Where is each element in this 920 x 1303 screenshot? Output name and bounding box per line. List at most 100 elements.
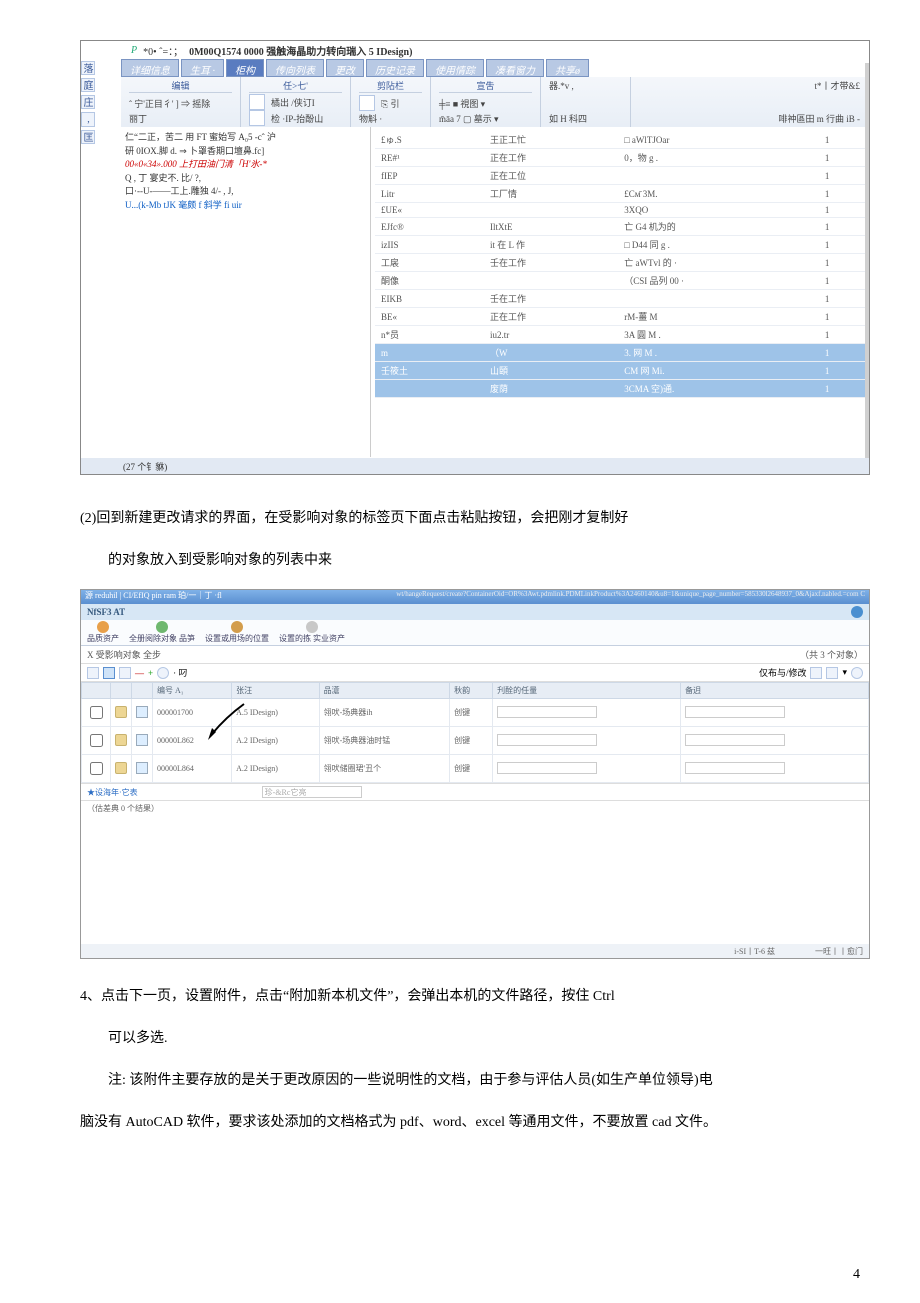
row-checkbox[interactable]	[90, 706, 103, 719]
ribbon-row[interactable]: 器.*v ,	[549, 79, 574, 92]
row-checkbox[interactable]	[90, 762, 103, 775]
column-header[interactable]	[111, 683, 132, 699]
footer-right[interactable]: 一旺丨丨愈门	[815, 946, 863, 957]
grid-row[interactable]: n*员iu2.tr3A 圓 M .1	[375, 326, 865, 344]
side-tab[interactable]: 庄	[81, 95, 95, 109]
grid-cell: 1	[819, 344, 865, 362]
footer-left[interactable]: i-SI丨T-6 兹	[734, 946, 775, 957]
ribbon-row[interactable]: ⎘ 引	[381, 97, 399, 110]
ribbon-row[interactable]: m̄āa 7 ▢ 墓示 ▾	[439, 112, 499, 125]
cell-input[interactable]	[685, 734, 785, 746]
tree-line[interactable]: U...(k-Mb tJK 毫颇 f 斜学 fi uir	[125, 199, 366, 213]
grid-row[interactable]: EJfc®IltXtE亡 G4 机为的1	[375, 218, 865, 236]
table-row[interactable]: 00000L862A.2 IDesign)翎吠-场典器油时锰创键	[82, 727, 869, 755]
plus-icon[interactable]: +	[148, 668, 153, 678]
grid-row[interactable]: BE«正在工作rM-薑 M1	[375, 308, 865, 326]
toolbar-btn[interactable]: 品质资产	[87, 621, 119, 644]
column-header[interactable]: 秋韵	[450, 683, 493, 699]
ribbon-row[interactable]: 如 H 科四	[549, 112, 587, 125]
sort-icon[interactable]	[826, 667, 838, 679]
gear-icon[interactable]	[851, 667, 863, 679]
ribbon-row[interactable]: ╪≡ ■ 視图 ▾	[439, 97, 485, 110]
grid-cell: 1	[819, 308, 865, 326]
grid-row[interactable]: fIEP正在工位1	[375, 167, 865, 185]
grid-row[interactable]: RE#¹正在工作0，物 g .1	[375, 149, 865, 167]
grid-cell: m	[375, 344, 484, 362]
search-icon[interactable]	[157, 667, 169, 679]
grid-row[interactable]: 壬筱土山頣CM 网 Mi.1	[375, 362, 865, 380]
dropdown-icon[interactable]: ▾	[842, 667, 847, 678]
side-tab[interactable]: ,	[81, 112, 95, 127]
tab[interactable]: 传向列表	[266, 59, 324, 77]
side-tab[interactable]: 匡	[81, 130, 95, 144]
minus-icon[interactable]: —	[135, 668, 144, 678]
column-header[interactable]: 张汪	[232, 683, 320, 699]
tree-line[interactable]: 仁“二正，苦二 用 FT 蜜始写 A₀5 -cˆ 沪	[125, 131, 366, 145]
table-cell	[82, 727, 111, 755]
cell-input[interactable]	[685, 706, 785, 718]
grid-row[interactable]: Litr工厂情£Cм̄ 3M.1	[375, 185, 865, 203]
grid-row[interactable]: 废荫3CMA 空)通.1	[375, 380, 865, 398]
ribbon-row[interactable]: ˆ 宁'正目彳' ] ⇒ 摇除	[129, 97, 210, 110]
tab[interactable]: 凑看窗力	[486, 59, 544, 77]
ribbon-row[interactable]: t*丨才带&£	[814, 79, 860, 92]
row-checkbox[interactable]	[90, 734, 103, 747]
ribbon-row[interactable]: 检 ·IP-抬酚山	[271, 112, 323, 125]
grid-row[interactable]: 酮像（CSI 品列 00 ·1	[375, 272, 865, 290]
column-header[interactable]	[82, 683, 111, 699]
add-icon[interactable]	[87, 667, 99, 679]
ribbon-row[interactable]: 橘出 /侠订I	[271, 96, 315, 109]
toolbar-btn[interactable]: 设置的拣 实业资产	[279, 621, 345, 644]
checkout-icon[interactable]	[249, 94, 265, 110]
toolbar-btn[interactable]: 设置或用场的位置	[205, 621, 269, 644]
column-header[interactable]: 刋酫的任量	[493, 683, 681, 699]
side-tab[interactable]: 落	[81, 61, 95, 75]
checkin-icon[interactable]	[249, 110, 265, 126]
copy-icon[interactable]	[359, 95, 375, 111]
tab[interactable]: 详细信息	[121, 59, 179, 77]
clip-icon[interactable]	[119, 667, 131, 679]
cell-input[interactable]	[497, 762, 597, 774]
cell-input[interactable]	[685, 762, 785, 774]
tab[interactable]: 历史记录	[366, 59, 424, 77]
tab[interactable]: 共享ø	[546, 59, 589, 77]
cell-input[interactable]	[497, 734, 597, 746]
tab[interactable]: 生耳 ·	[181, 59, 224, 77]
tab[interactable]: 使用情踪	[426, 59, 484, 77]
scrollbar[interactable]	[865, 63, 869, 458]
tree-line[interactable]: 00«0«34».000 上打田油门清「H'氷-*	[125, 158, 366, 172]
grid-row[interactable]: m（W3. 网 M .1	[375, 344, 865, 362]
grid-row[interactable]: £UE«3XQO1	[375, 203, 865, 218]
column-header[interactable]	[132, 683, 153, 699]
toolbar-btn[interactable]: 全册阅除对象 品笋	[129, 621, 195, 644]
paste-icon[interactable]	[103, 667, 115, 679]
filter-icon[interactable]	[810, 667, 822, 679]
tab-structure[interactable]: 柜构	[226, 59, 264, 77]
vertical-side-tabs[interactable]: 落 庭 庄 , 匡	[81, 61, 95, 144]
column-header[interactable]: 品濸	[319, 683, 449, 699]
tab[interactable]: 更改	[326, 59, 364, 77]
app-name: NfSF3 AT	[87, 607, 125, 617]
context-link[interactable]: ★设海年·它表	[87, 788, 138, 797]
tree-line[interactable]: 研 0IOX.脚 d. ⇒ 卜罩香期口壇鼻.fc]	[125, 145, 366, 159]
ribbon-row[interactable]: 物斛 ·	[359, 112, 382, 125]
cell-input[interactable]	[497, 706, 597, 718]
context-input[interactable]: 珍-&Rc它亮	[262, 786, 362, 798]
grid-row[interactable]: £ゅ.S王正工忙□ aWlTJOar1	[375, 131, 865, 149]
grid-row[interactable]: EIKB壬在工作1	[375, 290, 865, 308]
column-header[interactable]: 编号 A₁	[153, 683, 232, 699]
grid-cell: □ D44 同 g .	[618, 236, 819, 254]
ribbon-row[interactable]: 丽丁	[129, 112, 147, 125]
table-row[interactable]: 00000L864A.2 IDesign)翎吠储圈珺'丑个创键	[82, 755, 869, 783]
globe-icon[interactable]	[851, 606, 863, 618]
column-header[interactable]: 备迌	[681, 683, 869, 699]
table-row[interactable]: 000001700A.5 IDesign)翎吠-场典器ih创键	[82, 699, 869, 727]
tree-line[interactable]: Q , 丁 宴史不. 比/ ?,	[125, 172, 366, 186]
tree-line[interactable]: 口·--U-——工上.雕独 4/- , J,	[125, 185, 366, 199]
attribute-grid: £ゅ.S王正工忙□ aWlTJOar1RE#¹正在工作0，物 g .1fIEP正…	[371, 127, 869, 457]
ribbon-row[interactable]: 啡祌區田 m 行曲 iB -	[778, 112, 860, 125]
grid-row[interactable]: izIISit 在 L 作□ D44 同 g .1	[375, 236, 865, 254]
grid-row[interactable]: 工扆壬在工作亡 aWTvl 的 ·1	[375, 254, 865, 272]
tree-panel[interactable]: 仁“二正，苦二 用 FT 蜜始写 A₀5 -cˆ 沪 研 0IOX.脚 d. ⇒…	[121, 127, 371, 457]
side-tab[interactable]: 庭	[81, 78, 95, 92]
